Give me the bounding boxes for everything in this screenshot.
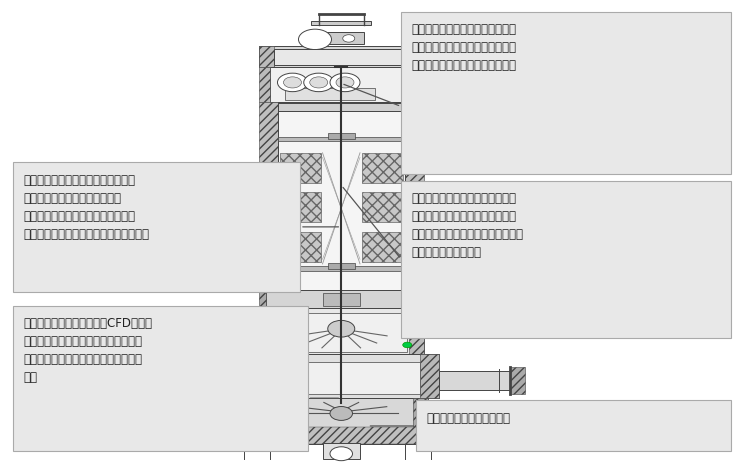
- FancyBboxPatch shape: [401, 181, 731, 338]
- Circle shape: [304, 73, 334, 92]
- Circle shape: [271, 342, 280, 348]
- Bar: [274, 49, 409, 65]
- Bar: [259, 290, 266, 308]
- Bar: [259, 67, 270, 102]
- Circle shape: [298, 29, 332, 50]
- Circle shape: [330, 447, 352, 461]
- Bar: [413, 398, 428, 428]
- Bar: [285, 88, 375, 100]
- Bar: [240, 427, 442, 444]
- Bar: [416, 290, 424, 308]
- Bar: [255, 398, 270, 428]
- Bar: [278, 137, 405, 141]
- Circle shape: [330, 73, 360, 92]
- Bar: [278, 103, 405, 111]
- Bar: [362, 232, 403, 262]
- Bar: [322, 293, 360, 306]
- FancyBboxPatch shape: [13, 162, 300, 292]
- Bar: [244, 354, 262, 398]
- Circle shape: [419, 55, 428, 61]
- Circle shape: [278, 73, 308, 92]
- Bar: [280, 192, 321, 222]
- Bar: [409, 46, 424, 67]
- Bar: [255, 397, 261, 408]
- Bar: [270, 67, 413, 102]
- Text: 加装了切割旋转刀头的叶轮: 加装了切割旋转刀头的叶轮: [426, 412, 510, 425]
- Bar: [259, 308, 274, 357]
- Bar: [280, 153, 321, 183]
- Text: 水力部件设计运用了先进的CFD流场诊
断技术具有高扬程，全扬程、高效、无
堵塞、耐磨损等优点，处于国际先进水
平。: 水力部件设计运用了先进的CFD流场诊 断技术具有高扬程，全扬程、高效、无 堵塞、…: [23, 317, 152, 384]
- Bar: [262, 362, 420, 394]
- Circle shape: [336, 77, 354, 88]
- Bar: [311, 21, 371, 25]
- Bar: [278, 102, 405, 292]
- Bar: [328, 133, 355, 139]
- Bar: [322, 443, 360, 459]
- Bar: [362, 192, 403, 222]
- Bar: [319, 32, 364, 44]
- Circle shape: [284, 77, 302, 88]
- Bar: [280, 232, 321, 262]
- Circle shape: [330, 407, 352, 420]
- Bar: [405, 102, 424, 292]
- Circle shape: [403, 342, 412, 348]
- Circle shape: [413, 295, 424, 303]
- Bar: [362, 153, 403, 183]
- Bar: [304, 42, 325, 49]
- Text: 电机特殊的绝缘设计确保电机在少量
进水的环境下依然能正常使用。
电机的优化设计保证了水泵能在水力
部件被泥沙部分淹没的环境下开机启动。: 电机特殊的绝缘设计确保电机在少量 进水的环境下依然能正常使用。 电机的优化设计保…: [23, 174, 149, 241]
- FancyBboxPatch shape: [416, 400, 731, 451]
- Bar: [259, 102, 278, 292]
- Bar: [255, 398, 428, 428]
- Bar: [172, 371, 244, 390]
- Bar: [276, 313, 406, 352]
- Text: 保护措施除常规电机保护外，在在
接线盒腔、电机和油室内分别设置
了泄露检测器，电机定子绕组内设置
了定子超温保护装置。: 保护措施除常规电机保护外，在在 接线盒腔、电机和油室内分别设置 了泄露检测器，电…: [411, 192, 523, 259]
- Bar: [413, 67, 424, 102]
- Bar: [259, 46, 274, 67]
- Bar: [439, 371, 510, 390]
- Bar: [278, 266, 405, 271]
- FancyBboxPatch shape: [13, 306, 307, 451]
- Bar: [266, 290, 416, 308]
- Bar: [409, 308, 424, 357]
- Text: 密封设计为了满足潜炎的要求，在
水泵密封上采用了多项改进措施，
独有的密封技术，更加安全可靠。: 密封设计为了满足潜炎的要求，在 水泵密封上采用了多项改进措施， 独有的密封技术，…: [411, 23, 516, 72]
- Bar: [240, 427, 442, 444]
- Bar: [328, 263, 355, 269]
- Bar: [259, 46, 424, 67]
- Circle shape: [412, 55, 421, 61]
- Circle shape: [328, 320, 355, 337]
- Bar: [259, 308, 424, 357]
- Bar: [420, 354, 439, 398]
- FancyBboxPatch shape: [401, 12, 731, 174]
- Circle shape: [310, 77, 328, 88]
- Bar: [244, 354, 439, 398]
- Circle shape: [413, 89, 424, 96]
- Bar: [510, 367, 525, 394]
- Bar: [158, 367, 172, 394]
- Circle shape: [343, 35, 355, 42]
